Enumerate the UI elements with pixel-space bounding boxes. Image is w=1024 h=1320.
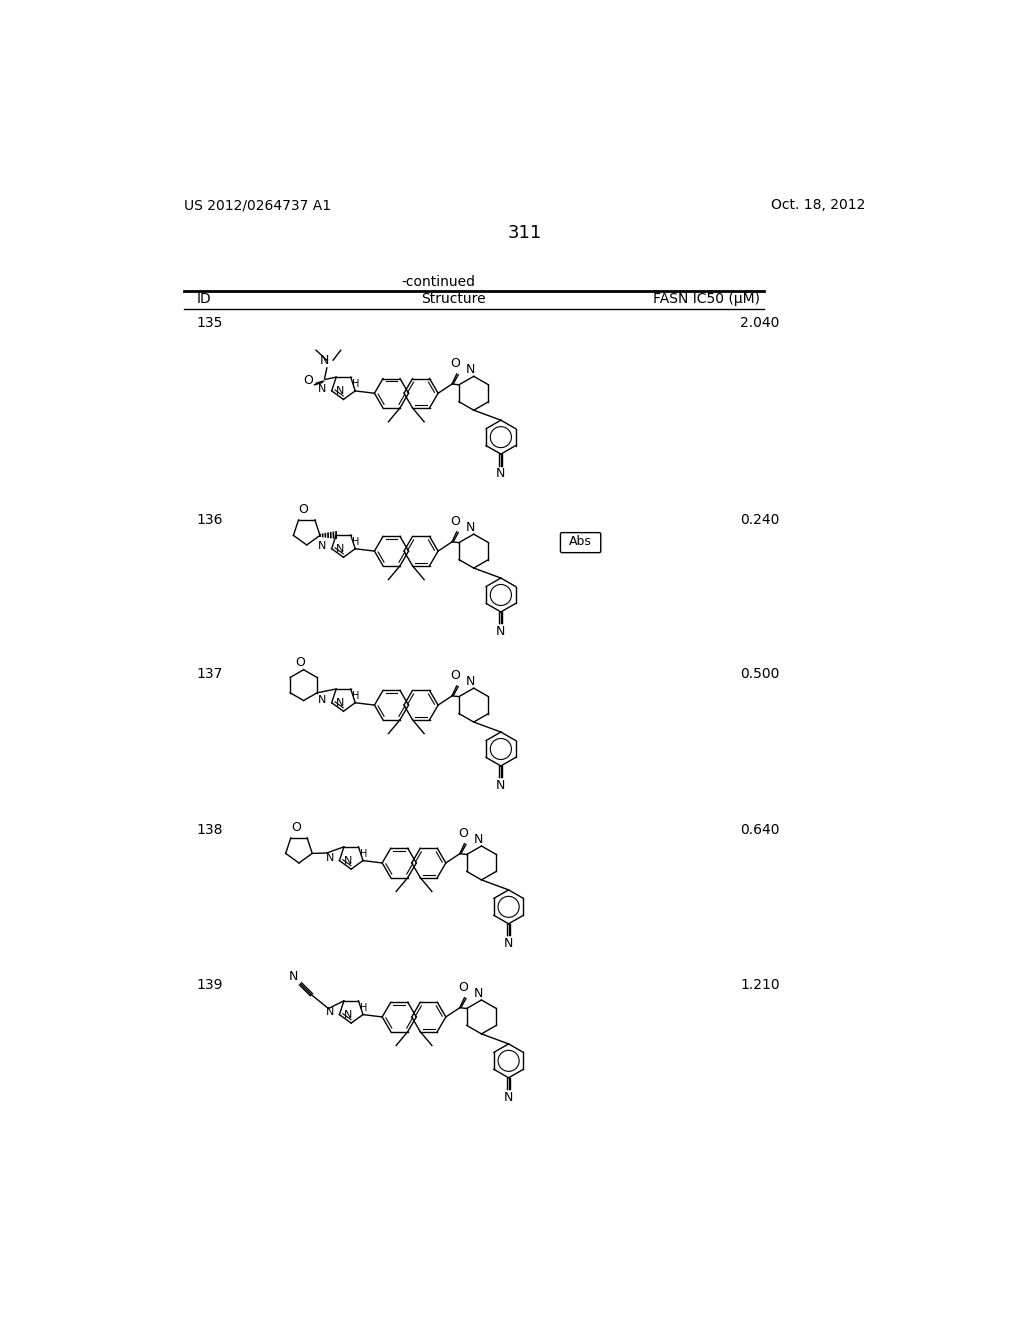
Text: N: N <box>474 986 483 999</box>
Text: O: O <box>291 821 301 834</box>
Text: N: N <box>336 544 344 554</box>
Text: N: N <box>336 698 344 708</box>
Text: Oct. 18, 2012: Oct. 18, 2012 <box>771 198 866 213</box>
Text: 0.500: 0.500 <box>740 667 779 681</box>
Text: N: N <box>318 384 327 393</box>
Text: N: N <box>504 1090 513 1104</box>
Text: N: N <box>504 937 513 950</box>
Text: 138: 138 <box>197 822 222 837</box>
Text: N: N <box>289 970 298 983</box>
Text: N: N <box>344 1010 352 1019</box>
Text: N: N <box>326 853 334 863</box>
FancyBboxPatch shape <box>560 533 601 553</box>
Text: N: N <box>318 541 327 552</box>
Text: Structure: Structure <box>421 293 485 306</box>
Text: N: N <box>497 467 506 480</box>
Text: FASN IC50 (μM): FASN IC50 (μM) <box>652 293 760 306</box>
Text: Abs: Abs <box>569 536 592 548</box>
Text: O: O <box>451 515 460 528</box>
Text: O: O <box>303 375 313 388</box>
Text: ID: ID <box>197 293 211 306</box>
Text: -continued: -continued <box>401 276 475 289</box>
Text: O: O <box>451 358 460 371</box>
Text: O: O <box>299 503 308 516</box>
Text: N: N <box>497 779 506 792</box>
Text: 135: 135 <box>197 317 222 330</box>
Text: 2.040: 2.040 <box>740 317 779 330</box>
Text: N: N <box>318 696 327 705</box>
Text: N: N <box>344 855 352 866</box>
Text: N: N <box>466 363 475 376</box>
Text: N: N <box>474 833 483 846</box>
Text: 0.240: 0.240 <box>740 512 779 527</box>
Text: N: N <box>497 626 506 638</box>
Text: H: H <box>352 692 359 701</box>
Text: H: H <box>352 537 359 548</box>
Text: N: N <box>326 1007 334 1018</box>
Text: O: O <box>458 981 468 994</box>
Text: O: O <box>458 828 468 841</box>
Text: H: H <box>360 1003 368 1014</box>
Text: 136: 136 <box>197 512 222 527</box>
Text: 311: 311 <box>508 224 542 242</box>
Text: 139: 139 <box>197 978 222 993</box>
Text: O: O <box>451 669 460 682</box>
Text: H: H <box>352 379 359 389</box>
Text: N: N <box>466 675 475 688</box>
Text: H: H <box>360 849 368 859</box>
Text: 0.640: 0.640 <box>740 822 779 837</box>
Text: N: N <box>319 354 330 367</box>
Text: N: N <box>336 385 344 396</box>
Text: 1.210: 1.210 <box>740 978 780 993</box>
Text: N: N <box>466 520 475 533</box>
Text: 137: 137 <box>197 667 222 681</box>
Text: US 2012/0264737 A1: US 2012/0264737 A1 <box>183 198 331 213</box>
Text: O: O <box>296 656 305 668</box>
